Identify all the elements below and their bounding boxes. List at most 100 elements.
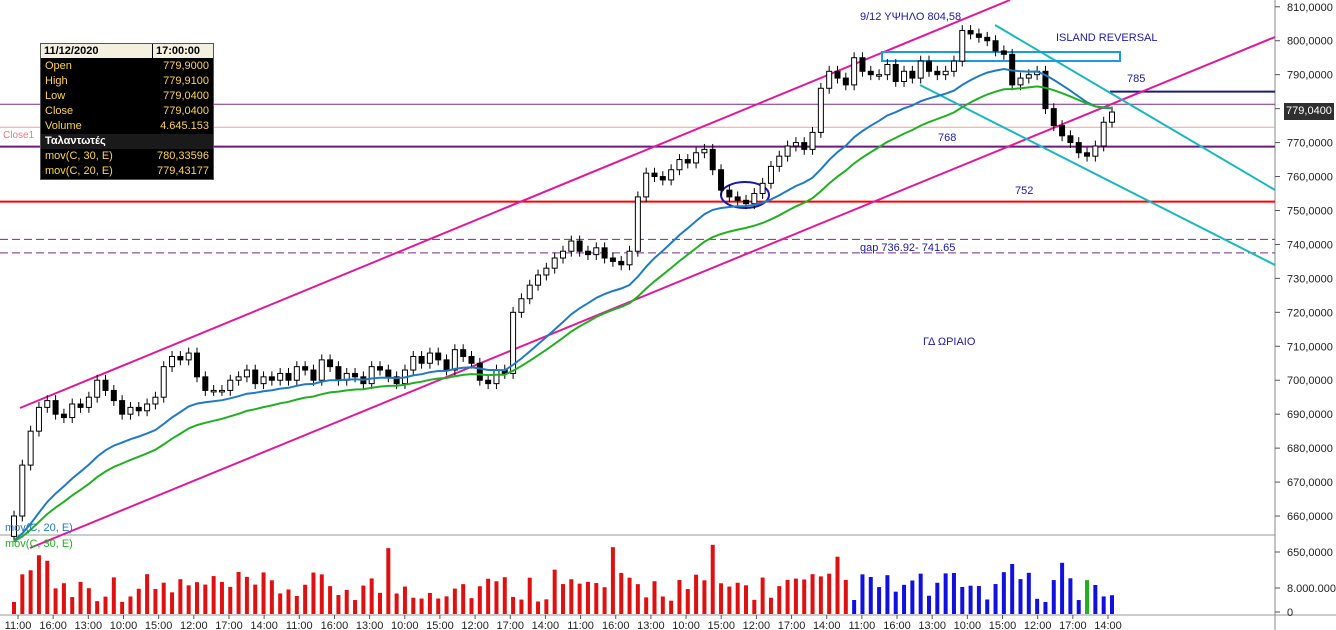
volume-bar — [685, 589, 690, 614]
y-tick-label: 730,0000 — [1287, 273, 1333, 285]
volume-bar — [818, 576, 823, 614]
candle-body — [243, 369, 250, 378]
volume-bar — [585, 581, 590, 614]
y-tick-label: 720,0000 — [1287, 307, 1333, 319]
candle-body — [1050, 108, 1057, 127]
volume-bar — [985, 599, 990, 614]
chart-title: ΓΔ ΩΡΙΑΙΟ — [923, 336, 976, 348]
volume-bar — [910, 580, 915, 614]
volume-bar — [635, 584, 640, 614]
candle-body — [1100, 121, 1107, 147]
candle-body — [85, 396, 92, 408]
candle-body — [451, 349, 458, 371]
candle-body — [1092, 145, 1099, 157]
volume-bar — [244, 576, 249, 614]
volume-bar — [95, 601, 100, 614]
volume-bar — [311, 572, 316, 614]
volume-bar — [1051, 580, 1056, 614]
volume-bar — [1076, 600, 1081, 614]
x-tick-label: 14:00 — [532, 620, 560, 630]
info-row-low: Low 779,0400 — [45, 90, 209, 102]
candle-body — [194, 352, 200, 378]
upper-channel-line — [19, 0, 1011, 409]
candle-body — [934, 70, 941, 76]
x-tick-label: 13:00 — [918, 620, 946, 630]
volume-bar — [694, 574, 699, 614]
volume-bar — [785, 579, 790, 614]
volume-bar — [170, 592, 175, 614]
volume-bar — [660, 596, 665, 614]
volume-bar — [419, 598, 424, 614]
candle-body — [917, 60, 924, 79]
candle-body — [260, 376, 267, 385]
volume-bar — [544, 599, 549, 614]
volume-bar — [968, 585, 973, 614]
candle-body — [992, 40, 999, 52]
volume-bar — [1026, 572, 1031, 614]
candle-body — [476, 362, 483, 381]
volume-bar — [20, 574, 25, 614]
x-tick-label: 13:00 — [356, 620, 384, 630]
x-tick-label: 10:00 — [110, 620, 138, 630]
volume-bar — [1068, 578, 1073, 614]
y-tick-label: 800,0000 — [1287, 36, 1333, 48]
candle-body — [60, 413, 67, 419]
volume-bar — [577, 583, 582, 614]
volume-bar — [28, 570, 33, 614]
volume-bar — [935, 582, 940, 614]
volume-bar — [877, 587, 882, 614]
volume-bar — [294, 595, 299, 614]
volume-bar — [120, 601, 125, 614]
candle-body — [377, 366, 383, 371]
candle-body — [959, 30, 966, 62]
volume-bar — [893, 591, 898, 614]
candle-body — [709, 148, 716, 171]
candle-body — [293, 366, 300, 381]
candle-body — [19, 464, 26, 517]
candle-body — [826, 70, 833, 89]
x-tick-label: 10:00 — [391, 620, 419, 630]
volume-bar — [427, 592, 432, 614]
candle-body — [892, 64, 899, 82]
lower-channel-line — [29, 36, 1276, 549]
volume-bar — [951, 572, 956, 614]
volume-bar — [61, 583, 66, 614]
candle-body — [526, 284, 533, 300]
volume-bar — [494, 581, 499, 614]
volume-bar — [993, 584, 998, 614]
candle-body — [119, 400, 126, 415]
y-tick-label: 790,0000 — [1287, 70, 1333, 82]
candle-body — [35, 406, 42, 432]
candle-body — [94, 379, 101, 398]
candle-body — [784, 145, 791, 157]
volume-bar — [136, 588, 141, 614]
volume-bar — [153, 588, 158, 614]
volume-bar — [452, 588, 457, 614]
candle-body — [485, 379, 492, 385]
volume-bar — [369, 578, 374, 614]
volume-bar — [394, 593, 399, 614]
candle-body — [202, 376, 209, 391]
candle-body — [144, 403, 151, 412]
candle-body — [110, 389, 117, 402]
info-section-title: Ταλαντωτές — [41, 134, 213, 149]
candle-body — [767, 165, 774, 184]
y-tick-label: 700,0000 — [1287, 375, 1333, 387]
volume-bar — [777, 586, 782, 614]
annotation-785: 785 — [1127, 73, 1146, 85]
info-date: 11/12/2020 — [41, 44, 153, 58]
volume-bar — [1043, 601, 1048, 614]
candle-body — [743, 199, 749, 205]
volume-bar — [835, 556, 840, 614]
info-row-volume: Volume 4.645.153 — [45, 120, 209, 132]
volume-bar — [361, 585, 366, 614]
volume-bar — [469, 598, 474, 614]
volume-bar — [744, 585, 748, 614]
candle-body — [135, 406, 142, 412]
candle-body — [1075, 142, 1082, 154]
volume-bar — [810, 574, 815, 614]
candle-body — [426, 352, 433, 364]
x-tick-label: 16:00 — [602, 620, 630, 630]
vol-tick-label: 8.000.000 — [1287, 583, 1336, 595]
candle-body — [817, 87, 824, 133]
